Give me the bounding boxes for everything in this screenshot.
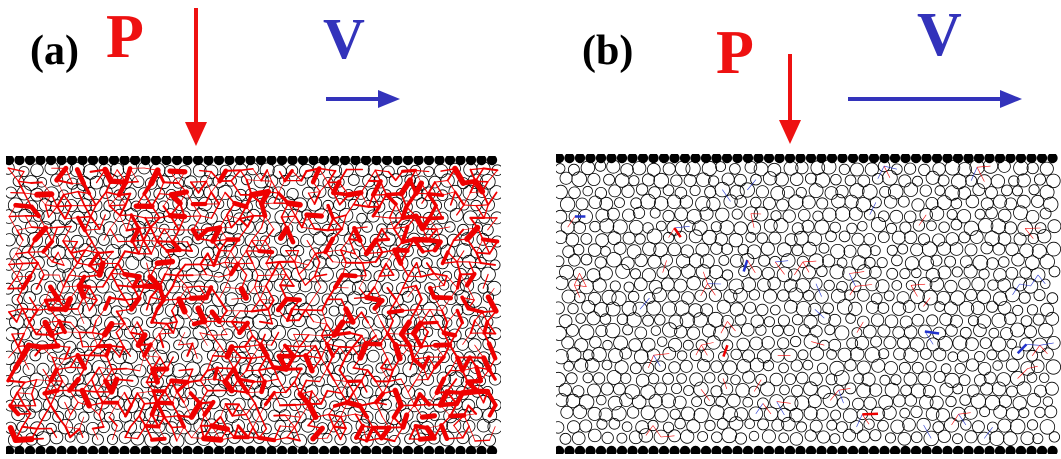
grains bbox=[556, 159, 1061, 446]
panel-a-packing-svg bbox=[6, 156, 501, 454]
panel-b: (b) P V bbox=[550, 0, 1061, 454]
panel-a: (a) P V bbox=[0, 0, 520, 454]
panel-a-granular-packing bbox=[6, 156, 501, 454]
panel-b-pressure-arrow bbox=[779, 54, 801, 144]
walls bbox=[556, 154, 1058, 454]
panel-b-packing-svg bbox=[556, 154, 1061, 454]
panel-a-velocity-arrow bbox=[326, 90, 400, 108]
panel-b-granular-packing bbox=[556, 154, 1061, 454]
panel-b-arrows bbox=[550, 0, 1061, 160]
panel-b-velocity-arrow bbox=[848, 90, 1022, 108]
panel-a-arrows bbox=[0, 0, 520, 160]
panel-a-pressure-arrow bbox=[185, 8, 207, 146]
